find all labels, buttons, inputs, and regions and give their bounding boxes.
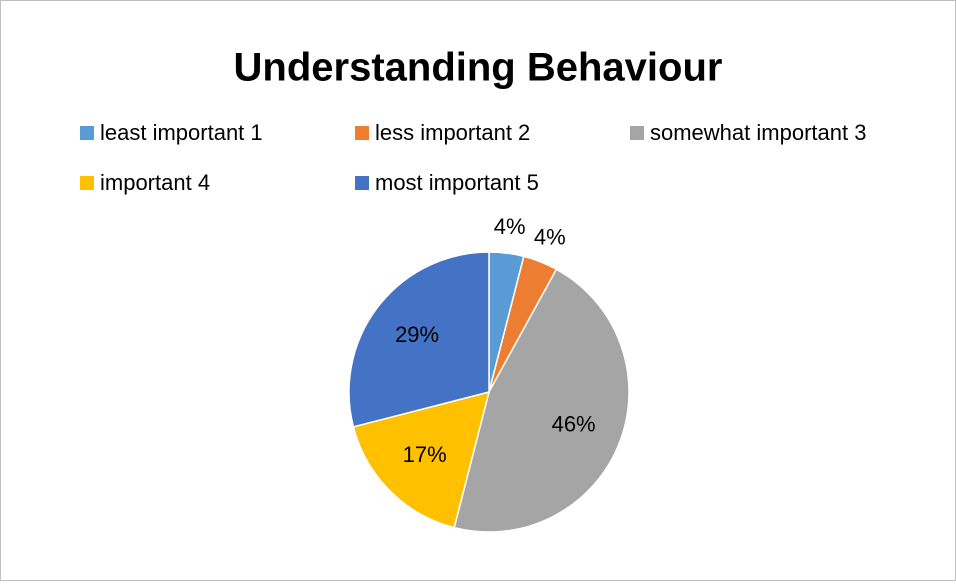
data-label: 17% (403, 442, 447, 467)
chart-title: Understanding Behaviour (234, 46, 723, 90)
legend-label: most important 5 (375, 170, 539, 195)
legend-label: less important 2 (375, 120, 530, 145)
data-label: 46% (552, 411, 596, 436)
data-label: 4% (494, 214, 526, 239)
legend-swatch (80, 176, 94, 190)
pie-slice (453, 268, 630, 533)
legend-swatch (355, 176, 369, 190)
legend-label: important 4 (100, 170, 210, 195)
legend-label: somewhat important 3 (650, 120, 866, 145)
legend-swatch (630, 126, 644, 140)
pie-slice (352, 390, 491, 529)
data-label: 4% (534, 224, 566, 249)
legend-label: least important 1 (100, 120, 263, 145)
legend-swatch (355, 126, 369, 140)
data-label: 29% (395, 322, 439, 347)
pie-slice (348, 251, 490, 428)
legend-swatch (80, 126, 94, 140)
